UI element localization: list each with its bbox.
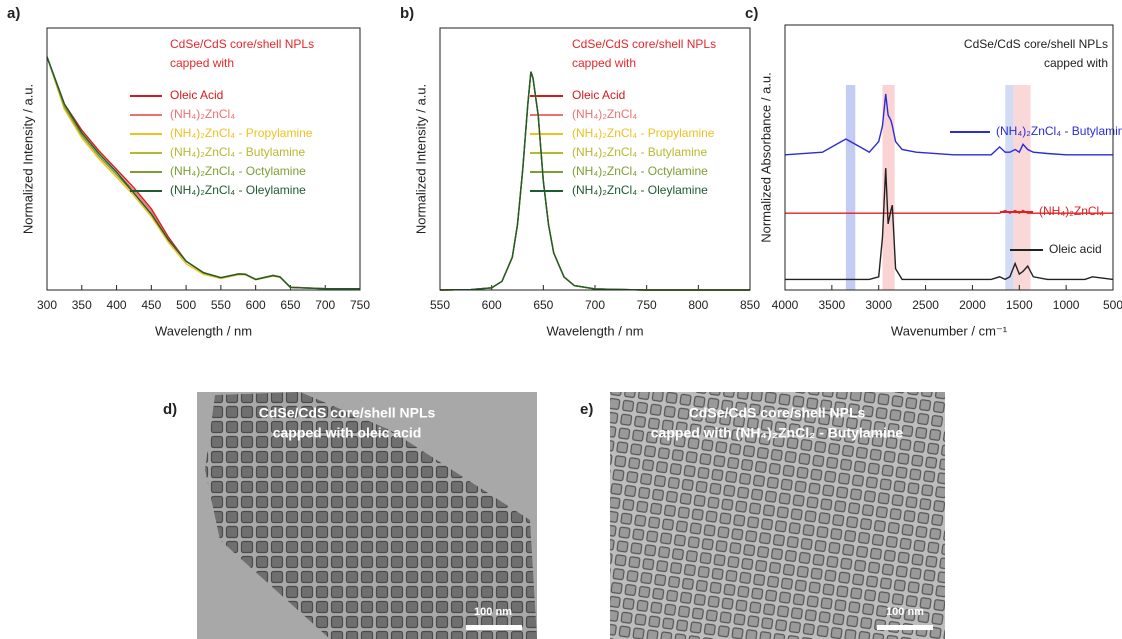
plot-frame	[439, 27, 751, 291]
x-tick-label: 450	[141, 298, 161, 312]
legend-label: (NH₄)₂ZnCl₄ - Oleylamine	[170, 183, 306, 197]
panel-label: e)	[580, 401, 593, 418]
legend-label: Oleic Acid	[170, 88, 223, 102]
x-tick-label: 600	[482, 298, 502, 312]
plot-frame	[784, 24, 1114, 291]
series-line	[785, 168, 1114, 281]
x-tick-label: 300	[37, 298, 57, 312]
x-tick-label: 350	[72, 298, 92, 312]
x-tick-label: 2500	[912, 298, 939, 312]
x-tick-label: 700	[315, 298, 335, 312]
x-tick-label: 600	[246, 298, 266, 312]
series-line	[784, 93, 1113, 156]
x-tick-label: 550	[211, 298, 231, 312]
tem-image-d: d) CdSe/CdS core/shell NPLs capped with …	[163, 392, 537, 639]
annotation: capped with	[1044, 56, 1108, 70]
legend-label: (NH₄)₂ZnCl₄ - Octylamine	[170, 164, 306, 178]
image-title: CdSe/CdS core/shell NPLs	[259, 405, 436, 421]
legend-label: (NH₄)₂ZnCl₄	[1039, 204, 1104, 218]
image-title: capped with (NH₄)₂ZnCl₂ - Butylamine	[651, 425, 904, 441]
x-tick-label: 3000	[865, 298, 892, 312]
x-tick-label: 500	[1103, 298, 1122, 312]
tem-image-e: e) CdSe/CdS core/shell NPLs capped with …	[580, 392, 945, 639]
series-line	[439, 71, 750, 291]
x-tick-label: 700	[585, 298, 605, 312]
x-tick-label: 1000	[1053, 298, 1080, 312]
highlight-band	[1005, 85, 1014, 290]
legend-label: Oleic Acid	[572, 88, 625, 102]
legend-label: (NH₄)₂ZnCl₄ - Butylamine	[996, 124, 1122, 138]
x-tick-label: 750	[350, 298, 370, 312]
series-line	[439, 71, 750, 291]
y-axis-label: Normalized Intensity / a.u.	[413, 84, 428, 234]
scale-bar	[877, 625, 933, 630]
x-tick-label: 3500	[819, 298, 846, 312]
highlight-band	[882, 85, 895, 290]
x-tick-label: 1500	[1006, 298, 1033, 312]
x-tick-label: 2000	[959, 298, 986, 312]
series-line	[439, 71, 750, 291]
legend-label: (NH₄)₂ZnCl₄ - Oleylamine	[572, 183, 708, 197]
series-line	[46, 56, 360, 290]
x-tick-label: 800	[688, 298, 708, 312]
panel-label: c)	[745, 5, 758, 22]
panel-label: b)	[400, 5, 414, 22]
scale-bar-label: 100 nm	[886, 606, 924, 618]
legend-label: (NH₄)₂ZnCl₄ - Propylamine	[572, 126, 715, 140]
image-title: CdSe/CdS core/shell NPLs	[689, 405, 866, 421]
annotation: CdSe/CdS core/shell NPLs	[170, 37, 314, 51]
legend-label: (NH₄)₂ZnCl₄ - Propylamine	[170, 126, 313, 140]
legend-label: (NH₄)₂ZnCl₄ - Octylamine	[572, 164, 708, 178]
legend-label: (NH₄)₂ZnCl₄ - Butylamine	[170, 145, 305, 159]
x-tick-label: 650	[533, 298, 553, 312]
annotation: capped with	[572, 56, 636, 70]
series-line	[439, 71, 750, 291]
scale-bar	[466, 625, 522, 630]
x-axis-label: Wavelength / nm	[155, 323, 252, 338]
panel-label: d)	[163, 401, 177, 418]
image-title: capped with oleic acid	[273, 425, 422, 441]
x-axis-label: Wavenumber / cm⁻¹	[891, 323, 1008, 338]
highlight-band	[845, 85, 856, 290]
series-line	[785, 209, 1113, 215]
legend-label: (NH₄)₂ZnCl₄ - Butylamine	[572, 145, 707, 159]
x-tick-label: 850	[740, 298, 760, 312]
panel-label: a)	[7, 5, 20, 22]
x-tick-label: 650	[280, 298, 300, 312]
y-axis-label: Normalized Absorbance / a.u.	[758, 72, 773, 243]
series-line	[439, 71, 750, 291]
legend-label: (NH₄)₂ZnCl₄	[170, 107, 235, 121]
highlight-band	[1013, 85, 1031, 290]
y-axis-label: Normalized Intensity / a.u.	[20, 84, 35, 234]
annotation: capped with	[170, 56, 234, 70]
annotation: CdSe/CdS core/shell NPLs	[964, 37, 1108, 51]
scale-bar-label: 100 nm	[474, 606, 512, 618]
x-tick-label: 400	[107, 298, 127, 312]
x-tick-label: 550	[430, 298, 450, 312]
x-axis-label: Wavelength / nm	[546, 323, 643, 338]
plot-frame	[46, 27, 361, 291]
legend-label: Oleic acid	[1049, 242, 1102, 256]
series-line	[439, 71, 750, 291]
x-tick-label: 4000	[772, 298, 799, 312]
x-tick-label: 750	[637, 298, 657, 312]
x-tick-label: 500	[176, 298, 196, 312]
annotation: CdSe/CdS core/shell NPLs	[572, 37, 716, 51]
legend-label: (NH₄)₂ZnCl₄	[572, 107, 637, 121]
